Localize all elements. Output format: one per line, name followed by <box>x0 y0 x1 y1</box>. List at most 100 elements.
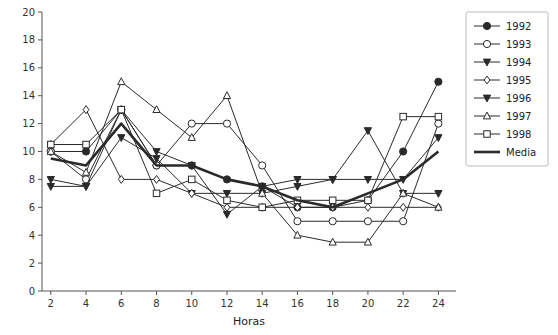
legend-marker <box>483 112 490 119</box>
y-tick-label: 18 <box>22 34 35 45</box>
legend-marker <box>484 131 490 137</box>
y-tick <box>38 179 42 180</box>
legend-marker <box>483 95 490 102</box>
point-marker <box>118 106 125 113</box>
point-marker <box>400 218 407 225</box>
y-tick <box>38 151 42 152</box>
point-marker <box>435 113 441 119</box>
point-marker <box>118 107 125 114</box>
point-marker <box>259 204 265 210</box>
series <box>47 106 442 225</box>
point-marker <box>82 183 89 190</box>
series-line <box>51 110 439 208</box>
legend-marker <box>483 59 490 66</box>
x-axis-label: Horas <box>233 315 265 328</box>
point-marker <box>435 190 442 197</box>
point-marker <box>223 211 230 218</box>
point-marker <box>118 135 125 142</box>
point-marker <box>189 176 195 182</box>
x-tick <box>50 291 51 295</box>
legend-box <box>466 12 548 166</box>
point-marker <box>435 135 442 142</box>
point-marker <box>329 197 335 203</box>
y-tick <box>38 123 42 124</box>
y-tick-label: 0 <box>29 286 35 297</box>
y-tick <box>38 67 42 68</box>
point-marker <box>47 148 54 155</box>
y-tick <box>38 12 42 13</box>
x-tick <box>86 291 87 295</box>
x-tick-label: 18 <box>326 298 339 309</box>
series <box>48 106 442 210</box>
chart: 2468101214161820222402468101214161820Hor… <box>0 0 558 335</box>
series <box>47 107 442 218</box>
point-marker <box>118 106 125 113</box>
legend: 1992199319941995199619971998Media <box>466 12 548 166</box>
point-marker <box>223 92 230 99</box>
x-tick-label: 12 <box>221 298 234 309</box>
legend-marker <box>483 22 490 29</box>
point-marker <box>48 141 54 147</box>
point-marker <box>83 106 89 114</box>
x-tick-label: 8 <box>153 298 159 309</box>
series-line <box>51 110 439 222</box>
y-tick-label: 6 <box>29 202 35 213</box>
series-line <box>51 110 439 215</box>
point-marker <box>435 78 442 85</box>
x-tick <box>403 291 404 295</box>
y-tick-label: 14 <box>22 90 35 101</box>
x-tick-label: 10 <box>185 298 198 309</box>
point-marker <box>435 120 442 127</box>
legend-marker <box>484 76 490 84</box>
x-tick <box>191 291 192 295</box>
point-marker <box>82 183 89 190</box>
point-marker <box>435 203 442 210</box>
point-marker <box>364 177 371 184</box>
y-tick-label: 10 <box>22 146 35 157</box>
legend-label: 1994 <box>506 57 531 68</box>
legend-label: 1995 <box>506 75 531 86</box>
legend-line <box>474 151 500 154</box>
point-marker <box>365 197 371 203</box>
point-marker <box>294 204 301 211</box>
point-marker <box>400 203 406 211</box>
point-marker <box>82 148 89 155</box>
point-marker <box>329 218 336 225</box>
series-line <box>51 124 439 208</box>
point-marker <box>153 190 159 196</box>
legend-label: Media <box>506 147 536 158</box>
point-marker <box>188 134 195 141</box>
x-tick <box>297 291 298 295</box>
point-marker <box>329 177 336 184</box>
series-line <box>51 110 439 208</box>
point-marker <box>436 203 442 211</box>
y-tick-label: 20 <box>22 7 35 18</box>
point-marker <box>153 106 160 113</box>
point-marker <box>83 141 89 147</box>
series <box>47 78 442 245</box>
x-tick-label: 6 <box>118 298 124 309</box>
y-tick <box>38 207 42 208</box>
point-marker <box>153 149 160 156</box>
point-marker <box>224 197 230 203</box>
point-marker <box>188 120 195 127</box>
point-marker <box>364 238 371 245</box>
point-marker <box>223 120 230 127</box>
x-tick <box>438 291 439 295</box>
legend-marker <box>483 40 490 47</box>
x-tick-label: 14 <box>256 298 269 309</box>
x-tick-label: 22 <box>397 298 410 309</box>
legend-label: 1993 <box>506 39 531 50</box>
legend-label: 1996 <box>506 93 531 104</box>
y-tick-label: 12 <box>22 118 35 129</box>
point-marker <box>294 183 301 190</box>
y-tick-label: 16 <box>22 62 35 73</box>
y-tick <box>38 39 42 40</box>
point-marker <box>294 177 301 184</box>
x-tick-label: 20 <box>362 298 375 309</box>
axes: 2468101214161820222402468101214161820 <box>22 7 456 310</box>
x-tick-label: 4 <box>83 298 89 309</box>
point-marker <box>259 162 266 169</box>
x-tick-label: 2 <box>48 298 54 309</box>
x-tick-label: 16 <box>291 298 304 309</box>
